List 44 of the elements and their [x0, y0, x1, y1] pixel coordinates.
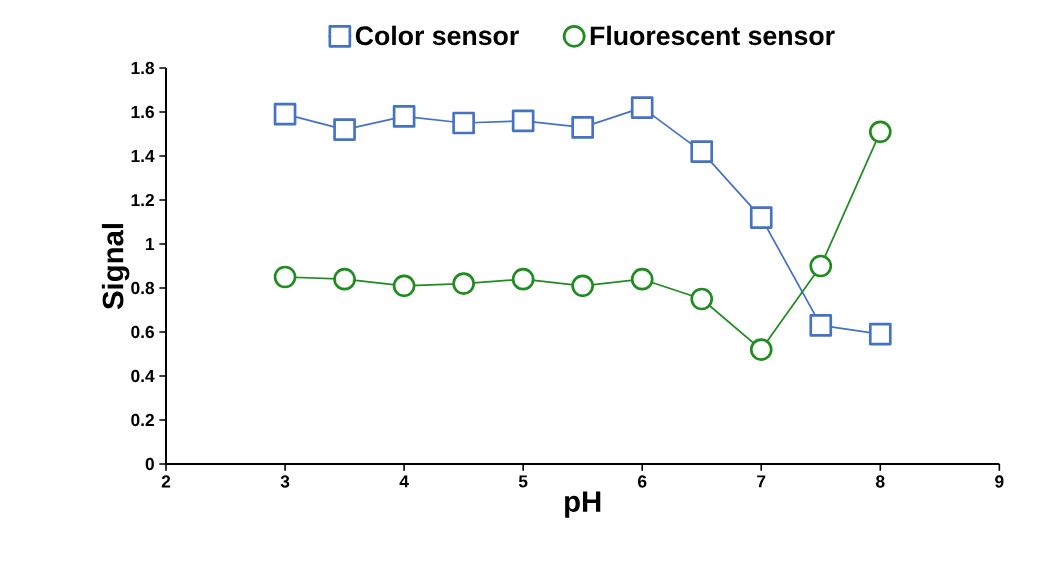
y-tick-label: 1.6: [131, 105, 154, 119]
x-tick-label: 8: [876, 475, 885, 488]
x-tick-label: 6: [638, 475, 647, 488]
point: [452, 272, 475, 295]
x-tick-label: 3: [280, 475, 290, 488]
x-tick-label: 9: [995, 475, 1004, 488]
point: [809, 254, 833, 278]
point: [868, 120, 892, 144]
legend-label: Color sensor: [355, 25, 519, 46]
point: [273, 265, 297, 289]
point: [511, 109, 535, 133]
x-tick-label: 5: [518, 475, 528, 488]
y-tick-label: 1.2: [131, 193, 154, 207]
point: [333, 267, 356, 291]
y-tick-label: 1: [146, 238, 155, 250]
point: [868, 322, 892, 346]
point: [630, 267, 654, 291]
point: [749, 206, 773, 229]
point: [630, 96, 654, 119]
point: [690, 140, 714, 163]
point: [333, 118, 356, 141]
y-tick-label: 1.8: [131, 61, 155, 75]
point: [452, 111, 475, 135]
point: [749, 338, 773, 361]
point: [273, 102, 297, 126]
point: [511, 267, 535, 291]
y-tick-label: 0.4: [131, 369, 155, 383]
point: [690, 287, 714, 311]
y-tick-label: 0: [145, 457, 154, 471]
point: [392, 274, 416, 298]
x-tick-label: 7: [757, 475, 766, 488]
y-tick-label: 0.6: [131, 325, 154, 339]
y-tick-label: 0.8: [131, 281, 155, 295]
point: [571, 116, 595, 139]
point: [571, 274, 595, 298]
y-tick-label: 1.4: [131, 150, 155, 162]
x-tick-label: 4: [399, 475, 409, 488]
x-tick-label: 2: [161, 475, 171, 488]
y-tick-label: 0.2: [131, 413, 154, 427]
point: [392, 105, 416, 128]
x-axis-title: pH: [565, 491, 601, 518]
legend-label: Fluorescent sensor: [590, 25, 835, 46]
y-axis-title: Signal: [101, 224, 130, 310]
point: [809, 314, 833, 337]
